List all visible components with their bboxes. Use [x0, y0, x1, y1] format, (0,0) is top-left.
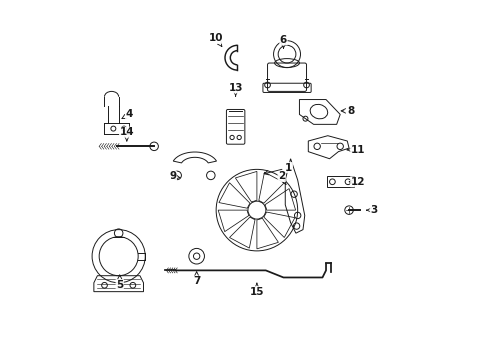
- Text: 3: 3: [366, 205, 377, 215]
- Text: 15: 15: [249, 283, 264, 297]
- Text: 8: 8: [341, 106, 354, 116]
- Text: 4: 4: [122, 109, 133, 120]
- Text: 1: 1: [264, 163, 292, 175]
- Text: 6: 6: [279, 35, 286, 48]
- Text: 7: 7: [193, 272, 200, 286]
- Text: 9: 9: [169, 171, 180, 181]
- Text: 13: 13: [228, 83, 243, 96]
- Text: 11: 11: [346, 145, 365, 155]
- Text: 10: 10: [208, 33, 223, 46]
- Text: 14: 14: [119, 127, 134, 141]
- Text: 5: 5: [116, 275, 123, 289]
- Text: 2: 2: [278, 171, 285, 185]
- Text: 12: 12: [348, 177, 365, 187]
